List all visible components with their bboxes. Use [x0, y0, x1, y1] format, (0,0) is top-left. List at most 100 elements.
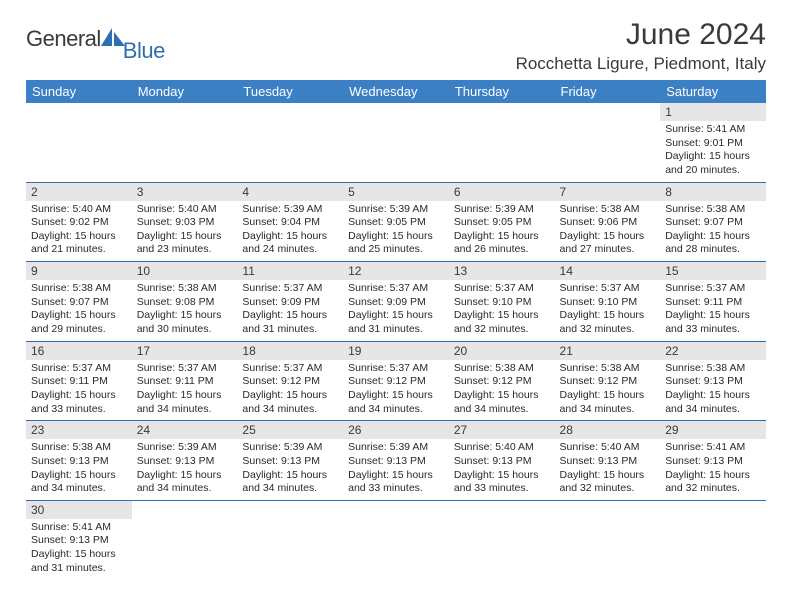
sunrise-value: 5:37 AM — [72, 362, 111, 374]
sunset-label: Sunset: — [560, 296, 596, 308]
sunset-line: Sunset: 9:13 PM — [242, 455, 338, 469]
sunset-value: 9:12 PM — [598, 375, 637, 387]
sunrise-value: 5:38 AM — [72, 282, 111, 294]
daylight-label: Daylight: — [348, 389, 389, 401]
sunrise-line: Sunrise: 5:37 AM — [560, 282, 656, 296]
sunset-label: Sunset: — [348, 296, 384, 308]
sunset-label: Sunset: — [665, 216, 701, 228]
sunset-label: Sunset: — [242, 216, 278, 228]
sunrise-value: 5:37 AM — [178, 362, 217, 374]
sunset-label: Sunset: — [31, 375, 67, 387]
sunrise-value: 5:40 AM — [601, 441, 640, 453]
day-cell: 24Sunrise: 5:39 AMSunset: 9:13 PMDayligh… — [132, 421, 238, 501]
day-body: Sunrise: 5:37 AMSunset: 9:09 PMDaylight:… — [343, 280, 449, 341]
sunset-value: 9:10 PM — [598, 296, 637, 308]
day-number: 10 — [132, 262, 238, 280]
sunset-label: Sunset: — [242, 296, 278, 308]
sunset-label: Sunset: — [137, 455, 173, 467]
daylight-line: Daylight: 15 hours and 31 minutes. — [242, 309, 338, 336]
sunrise-value: 5:38 AM — [495, 362, 534, 374]
sunrise-value: 5:39 AM — [390, 203, 429, 215]
empty-cell — [132, 500, 238, 579]
sunset-value: 9:04 PM — [281, 216, 320, 228]
empty-cell — [555, 103, 661, 182]
sunset-label: Sunset: — [137, 296, 173, 308]
daylight-label: Daylight: — [454, 389, 495, 401]
daylight-label: Daylight: — [560, 469, 601, 481]
month-title: June 2024 — [516, 18, 766, 52]
daylight-label: Daylight: — [242, 469, 283, 481]
sunset-value: 9:01 PM — [704, 137, 743, 149]
sunrise-value: 5:37 AM — [390, 282, 429, 294]
daylight-label: Daylight: — [31, 469, 72, 481]
sunset-line: Sunset: 9:13 PM — [665, 455, 761, 469]
daylight-label: Daylight: — [454, 309, 495, 321]
day-cell: 5Sunrise: 5:39 AMSunset: 9:05 PMDaylight… — [343, 182, 449, 262]
calendar-row: 2Sunrise: 5:40 AMSunset: 9:02 PMDaylight… — [26, 182, 766, 262]
sunrise-line: Sunrise: 5:37 AM — [242, 362, 338, 376]
sunrise-line: Sunrise: 5:37 AM — [348, 362, 444, 376]
weekday-header: Wednesday — [343, 80, 449, 103]
sunset-label: Sunset: — [665, 137, 701, 149]
sunrise-label: Sunrise: — [348, 203, 387, 215]
day-cell: 11Sunrise: 5:37 AMSunset: 9:09 PMDayligh… — [237, 262, 343, 342]
empty-cell — [660, 500, 766, 579]
daylight-line: Daylight: 15 hours and 27 minutes. — [560, 230, 656, 257]
day-number: 16 — [26, 342, 132, 360]
sunrise-line: Sunrise: 5:38 AM — [560, 362, 656, 376]
empty-cell — [237, 500, 343, 579]
day-number: 24 — [132, 421, 238, 439]
sunrise-value: 5:40 AM — [72, 203, 111, 215]
day-number: 18 — [237, 342, 343, 360]
sunrise-label: Sunrise: — [242, 441, 281, 453]
sunrise-line: Sunrise: 5:40 AM — [454, 441, 550, 455]
day-cell: 6Sunrise: 5:39 AMSunset: 9:05 PMDaylight… — [449, 182, 555, 262]
sunrise-value: 5:41 AM — [707, 441, 746, 453]
sunrise-label: Sunrise: — [560, 203, 599, 215]
sunset-value: 9:12 PM — [492, 375, 531, 387]
day-body: Sunrise: 5:38 AMSunset: 9:12 PMDaylight:… — [449, 360, 555, 421]
sunrise-label: Sunrise: — [31, 441, 70, 453]
day-number: 15 — [660, 262, 766, 280]
empty-cell — [449, 500, 555, 579]
day-body: Sunrise: 5:37 AMSunset: 9:11 PMDaylight:… — [26, 360, 132, 421]
sunrise-line: Sunrise: 5:38 AM — [560, 203, 656, 217]
sunrise-label: Sunrise: — [242, 282, 281, 294]
daylight-line: Daylight: 15 hours and 33 minutes. — [31, 389, 127, 416]
sunrise-value: 5:38 AM — [707, 203, 746, 215]
day-body: Sunrise: 5:40 AMSunset: 9:02 PMDaylight:… — [26, 201, 132, 262]
sunset-label: Sunset: — [31, 296, 67, 308]
daylight-line: Daylight: 15 hours and 32 minutes. — [560, 309, 656, 336]
day-number: 7 — [555, 183, 661, 201]
sunrise-label: Sunrise: — [348, 441, 387, 453]
sunrise-line: Sunrise: 5:40 AM — [560, 441, 656, 455]
day-body: Sunrise: 5:39 AMSunset: 9:04 PMDaylight:… — [237, 201, 343, 262]
sunset-label: Sunset: — [348, 375, 384, 387]
day-cell: 23Sunrise: 5:38 AMSunset: 9:13 PMDayligh… — [26, 421, 132, 501]
sunset-line: Sunset: 9:13 PM — [31, 534, 127, 548]
sunset-label: Sunset: — [348, 455, 384, 467]
daylight-line: Daylight: 15 hours and 23 minutes. — [137, 230, 233, 257]
day-body: Sunrise: 5:37 AMSunset: 9:12 PMDaylight:… — [343, 360, 449, 421]
sunrise-label: Sunrise: — [560, 441, 599, 453]
sunrise-value: 5:39 AM — [495, 203, 534, 215]
sunset-label: Sunset: — [454, 375, 490, 387]
sunrise-label: Sunrise: — [242, 203, 281, 215]
sunrise-line: Sunrise: 5:37 AM — [137, 362, 233, 376]
calendar-row: 30Sunrise: 5:41 AMSunset: 9:13 PMDayligh… — [26, 500, 766, 579]
day-number: 6 — [449, 183, 555, 201]
sunset-line: Sunset: 9:11 PM — [665, 296, 761, 310]
day-cell: 13Sunrise: 5:37 AMSunset: 9:10 PMDayligh… — [449, 262, 555, 342]
sunset-line: Sunset: 9:04 PM — [242, 216, 338, 230]
sunset-line: Sunset: 9:11 PM — [137, 375, 233, 389]
sunrise-value: 5:39 AM — [284, 441, 323, 453]
sunrise-label: Sunrise: — [242, 362, 281, 374]
daylight-label: Daylight: — [560, 230, 601, 242]
logo-text-blue: Blue — [123, 38, 165, 64]
sunrise-value: 5:41 AM — [72, 521, 111, 533]
day-number: 23 — [26, 421, 132, 439]
day-number: 29 — [660, 421, 766, 439]
sunset-label: Sunset: — [665, 296, 701, 308]
daylight-label: Daylight: — [348, 230, 389, 242]
day-number: 26 — [343, 421, 449, 439]
